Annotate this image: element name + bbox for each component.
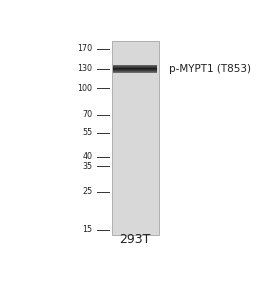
Text: p-MYPT1 (T853): p-MYPT1 (T853) — [169, 64, 251, 74]
Bar — [113, 71, 158, 72]
Text: 130: 130 — [77, 64, 92, 74]
Bar — [113, 71, 158, 72]
Text: 170: 170 — [77, 44, 92, 53]
Text: 70: 70 — [82, 110, 92, 119]
Text: 100: 100 — [77, 84, 92, 93]
Bar — [113, 67, 158, 68]
Bar — [113, 66, 158, 67]
Bar — [113, 72, 158, 73]
Text: 40: 40 — [82, 152, 92, 161]
Text: 25: 25 — [82, 187, 92, 196]
Text: 293T: 293T — [119, 233, 151, 246]
Bar — [113, 65, 158, 66]
Text: 55: 55 — [82, 128, 92, 137]
Bar — [113, 66, 158, 67]
Bar — [113, 68, 158, 69]
Bar — [113, 70, 158, 71]
Bar — [113, 69, 158, 70]
Bar — [112, 40, 158, 235]
Text: 35: 35 — [82, 162, 92, 171]
Text: 15: 15 — [82, 225, 92, 234]
